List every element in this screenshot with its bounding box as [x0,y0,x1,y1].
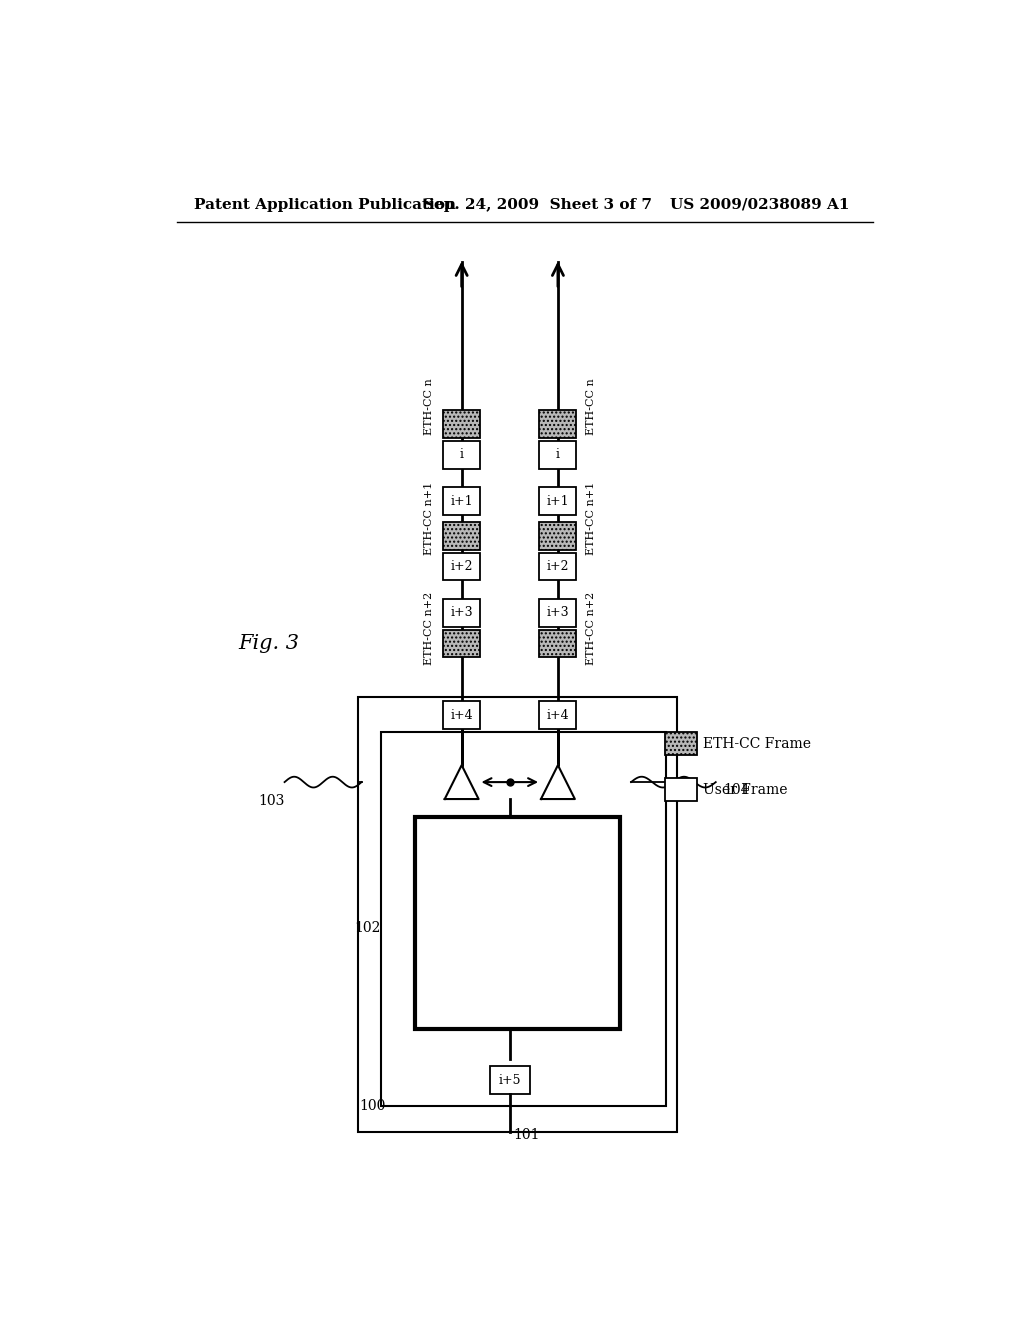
Bar [540,411,577,438]
Text: ETH-CC n+2: ETH-CC n+2 [586,591,596,665]
Bar [540,630,577,657]
Bar [489,1067,529,1094]
Bar [665,733,697,755]
Bar [443,521,480,549]
Text: Patent Application Publication: Patent Application Publication [194,198,456,211]
Text: 104: 104 [724,783,750,797]
Polygon shape [444,766,478,799]
Bar [540,487,577,515]
Text: ETH-CC n: ETH-CC n [424,378,434,434]
Text: User Frame: User Frame [703,783,787,797]
Text: 101: 101 [514,1127,540,1142]
Text: i+5: i+5 [499,1073,521,1086]
Text: i+2: i+2 [451,560,473,573]
Text: ETH-CC n+1: ETH-CC n+1 [586,482,596,554]
Bar [443,701,480,729]
Bar [540,553,577,581]
Text: Sep. 24, 2009  Sheet 3 of 7: Sep. 24, 2009 Sheet 3 of 7 [423,198,652,211]
Text: ETH-CC n: ETH-CC n [586,378,596,434]
Bar [443,553,480,581]
Text: i+1: i+1 [451,495,473,508]
Text: i+4: i+4 [451,709,473,722]
Bar [443,411,480,438]
Text: 103: 103 [258,795,285,808]
Text: 102: 102 [354,921,381,936]
Bar [540,599,577,627]
Bar [357,697,677,1133]
Bar [540,521,577,549]
Text: i+3: i+3 [547,606,569,619]
Bar [443,487,480,515]
Text: ETH-CC Frame: ETH-CC Frame [703,737,811,751]
Bar [540,701,577,729]
Bar [443,599,480,627]
Text: i: i [460,449,464,462]
Text: i+1: i+1 [547,495,569,508]
Text: i: i [556,449,560,462]
Bar [665,779,697,801]
Bar [381,733,666,1106]
Bar [443,630,480,657]
Text: i+3: i+3 [451,606,473,619]
Text: 105: 105 [517,821,544,836]
Text: 100: 100 [359,1098,386,1113]
Text: i+2: i+2 [547,560,569,573]
Bar [540,441,577,469]
Text: US 2009/0238089 A1: US 2009/0238089 A1 [670,198,849,211]
Bar [443,441,480,469]
Text: Fig. 3: Fig. 3 [239,634,299,653]
Text: i+4: i+4 [547,709,569,722]
Bar [416,817,620,1028]
Text: ETH-CC n+2: ETH-CC n+2 [424,591,434,665]
Polygon shape [541,766,574,799]
Text: ETH-CC n+1: ETH-CC n+1 [424,482,434,554]
